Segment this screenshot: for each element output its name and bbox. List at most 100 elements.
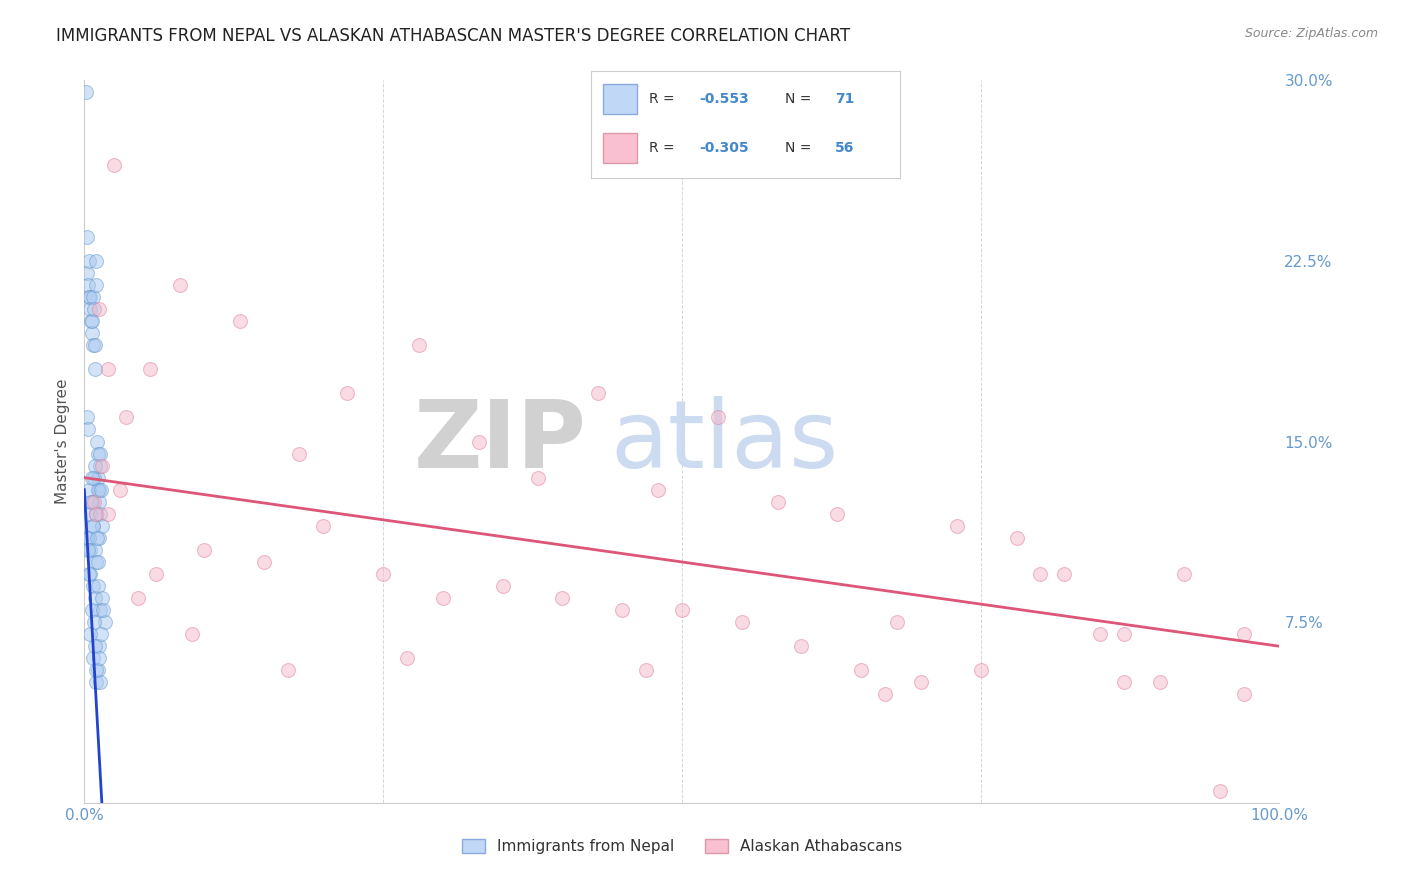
Point (875, 687, 897, 701)
Point (103, 157, 125, 171)
Point (76, 266, 98, 280)
Point (77, 423, 100, 437)
Point (1029, 567, 1052, 582)
Point (253, 555, 276, 569)
Point (82, 651, 104, 665)
Point (87, 471, 110, 485)
Point (93, 603, 115, 617)
Point (193, 542, 215, 557)
Point (86, 664, 108, 678)
Point (84, 362, 107, 376)
Point (86, 507, 108, 521)
Point (336, 386, 359, 401)
Point (82, 519, 104, 533)
Text: R =: R = (650, 92, 679, 106)
Legend: Immigrants from Nepal, Alaskan Athabascans: Immigrants from Nepal, Alaskan Athabasca… (456, 833, 908, 860)
Point (89, 675, 111, 690)
Point (87, 483, 110, 497)
Point (89, 446, 111, 460)
Point (790, 639, 813, 653)
Point (79, 542, 101, 557)
Point (86, 675, 108, 690)
Point (83, 338, 105, 352)
Point (1173, 567, 1195, 582)
FancyBboxPatch shape (603, 134, 637, 163)
Point (84, 253, 107, 268)
Point (127, 591, 149, 606)
Text: R =: R = (650, 142, 679, 155)
Point (97, 362, 120, 376)
Point (851, 664, 873, 678)
Point (115, 410, 138, 425)
Text: 56: 56 (835, 142, 855, 155)
Point (77, 567, 100, 582)
Point (86, 507, 108, 521)
Point (77, 483, 100, 497)
Point (83, 471, 105, 485)
Point (89, 494, 111, 508)
Point (1090, 627, 1112, 641)
Point (89, 507, 111, 521)
Point (77, 531, 100, 545)
Point (90, 627, 112, 641)
Point (731, 615, 754, 630)
Text: Source: ZipAtlas.com: Source: ZipAtlas.com (1244, 27, 1378, 40)
Text: N =: N = (786, 92, 815, 106)
Point (93, 615, 115, 630)
Point (79, 567, 101, 582)
Point (288, 446, 311, 460)
Point (766, 494, 789, 508)
Point (91, 519, 114, 533)
Text: -0.305: -0.305 (699, 142, 748, 155)
Point (86, 278, 108, 293)
Point (181, 627, 204, 641)
Point (79, 301, 101, 317)
Point (396, 651, 419, 665)
Point (82, 314, 104, 328)
Point (89, 458, 111, 473)
Point (827, 507, 849, 521)
Point (408, 338, 430, 352)
Point (77, 253, 100, 268)
Point (97, 507, 120, 521)
Point (89, 603, 111, 617)
Point (312, 519, 335, 533)
Point (145, 567, 167, 582)
Point (647, 483, 669, 497)
Point (1005, 531, 1028, 545)
Point (84, 555, 107, 569)
Point (527, 471, 550, 485)
Point (1149, 675, 1171, 690)
Point (83, 542, 105, 557)
Point (946, 519, 969, 533)
Point (1233, 627, 1256, 641)
Point (77, 278, 100, 293)
Point (86, 579, 108, 593)
Point (90, 483, 112, 497)
Point (910, 675, 932, 690)
Point (636, 664, 658, 678)
Point (80, 314, 103, 328)
Point (80, 494, 103, 508)
Point (970, 664, 993, 678)
Point (588, 386, 610, 401)
Point (1114, 627, 1136, 641)
Point (77, 542, 100, 557)
FancyBboxPatch shape (603, 84, 637, 114)
Point (80, 494, 103, 508)
Point (84, 458, 107, 473)
Point (432, 591, 454, 606)
Point (82, 519, 104, 533)
Point (87, 531, 110, 545)
Point (84, 639, 107, 653)
Point (1209, 784, 1232, 798)
Point (671, 603, 693, 617)
Point (229, 314, 252, 328)
Point (169, 278, 191, 293)
Point (110, 483, 132, 497)
Point (83, 494, 105, 508)
Point (76, 410, 98, 425)
Point (77, 290, 100, 304)
Point (80, 603, 103, 617)
Text: N =: N = (786, 142, 815, 155)
